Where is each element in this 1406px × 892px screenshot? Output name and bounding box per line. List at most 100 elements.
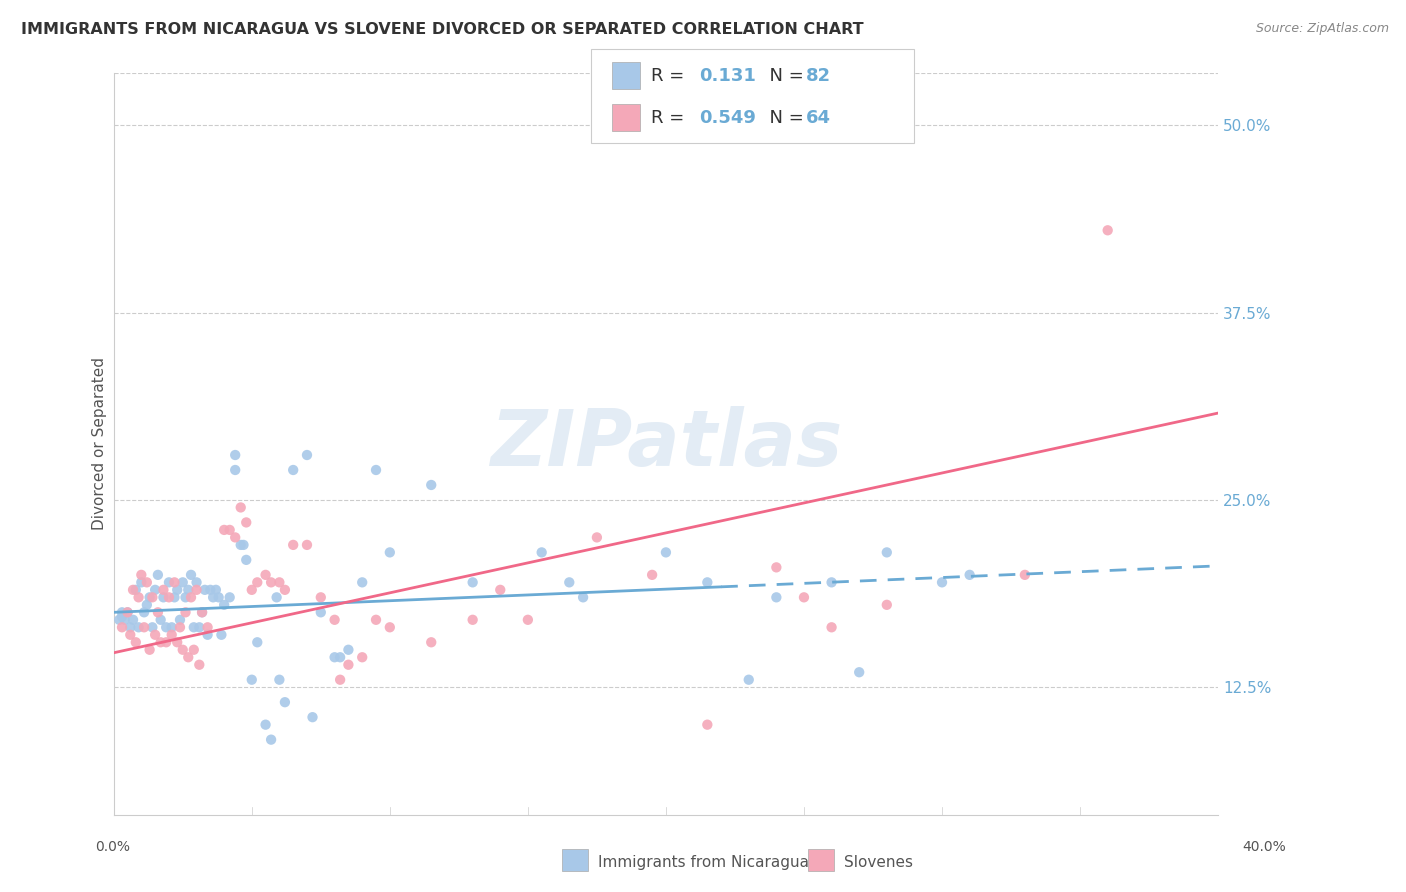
Point [177,582,200,597]
Point [163,591,186,605]
Point [172,575,194,590]
Point [516,613,538,627]
Point [224,463,246,477]
Point [246,575,269,590]
Text: IMMIGRANTS FROM NICARAGUA VS SLOVENE DIVORCED OR SEPARATED CORRELATION CHART: IMMIGRANTS FROM NICARAGUA VS SLOVENE DIV… [21,22,863,37]
Point [143,628,166,642]
Point [232,538,254,552]
Point [301,710,323,724]
Point [202,591,225,605]
Point [117,605,139,619]
Point [174,591,197,605]
Point [122,582,145,597]
Point [352,575,374,590]
Point [131,575,153,590]
Point [820,575,842,590]
Point [208,591,231,605]
Point [283,463,305,477]
Point [155,635,177,649]
Point [323,650,346,665]
Point [197,620,219,634]
Point [283,538,305,552]
Point [229,538,252,552]
Point [174,605,197,619]
Point [572,591,595,605]
Point [131,567,153,582]
Point [114,613,136,627]
Point [378,620,401,634]
Point [188,657,211,672]
Point [218,523,240,537]
Point [269,575,291,590]
Point [141,591,163,605]
Point [149,635,172,649]
Point [793,591,815,605]
Point [218,591,240,605]
Point [352,650,374,665]
Point [329,650,352,665]
Point [530,545,553,559]
Point [586,530,609,544]
Point [111,620,134,634]
Point [138,591,160,605]
Point [224,448,246,462]
Y-axis label: Divorced or Separated: Divorced or Separated [93,358,107,530]
Point [160,628,183,642]
Point [135,598,157,612]
Point [295,448,318,462]
Point [420,478,443,492]
Point [138,642,160,657]
Point [128,591,150,605]
Point [146,567,169,582]
Point [240,582,263,597]
Text: 0.549: 0.549 [699,109,755,127]
Text: Slovenes: Slovenes [844,855,912,870]
Point [169,620,191,634]
Point [120,620,142,634]
Point [235,516,257,530]
Text: Source: ZipAtlas.com: Source: ZipAtlas.com [1256,22,1389,36]
Point [260,732,283,747]
Point [254,717,277,731]
Point [420,635,443,649]
Point [205,582,228,597]
Point [558,575,581,590]
Point [132,620,155,634]
Point [180,567,202,582]
Point [461,613,484,627]
Point [329,673,352,687]
Text: R =: R = [651,109,690,127]
Point [765,560,787,574]
Point [157,591,180,605]
Point [155,620,177,634]
Point [820,620,842,634]
Point [166,635,188,649]
Point [120,628,142,642]
Point [378,545,401,559]
Point [149,613,172,627]
Point [212,598,235,612]
Point [152,582,174,597]
Point [655,545,678,559]
Point [183,642,205,657]
Point [146,605,169,619]
Point [132,605,155,619]
Point [191,605,214,619]
Text: 40.0%: 40.0% [1243,840,1286,855]
Point [696,575,718,590]
Point [152,591,174,605]
Point [209,628,232,642]
Point [489,582,512,597]
Text: 0.131: 0.131 [699,67,755,85]
Point [125,635,148,649]
Point [177,650,200,665]
Point [309,591,332,605]
Point [337,657,360,672]
Point [128,620,150,634]
Point [876,598,898,612]
Text: R =: R = [651,67,696,85]
Point [157,575,180,590]
Point [364,463,387,477]
Point [240,673,263,687]
Point [186,582,208,597]
